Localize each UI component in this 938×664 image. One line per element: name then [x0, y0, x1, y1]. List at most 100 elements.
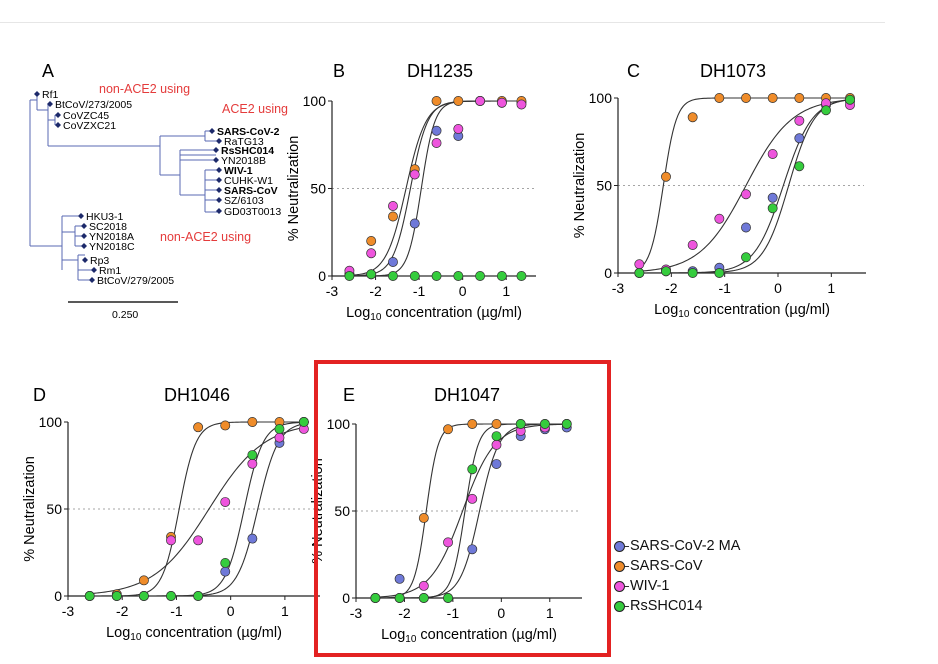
- data-point-sars-cov: [247, 417, 258, 427]
- x-axis-label-sub: 10: [678, 309, 690, 320]
- legend-label: WIV-1: [630, 578, 670, 594]
- fit-curve-sars-cov-2-ma: [639, 99, 851, 274]
- data-point-wiv-1: [687, 240, 698, 250]
- data-point-sars-cov: [220, 420, 231, 431]
- legend-item: WIV-1: [614, 576, 740, 596]
- panel-letter-d: D: [33, 385, 46, 405]
- label-non-ace2-top: non-ACE2 using: [99, 82, 190, 96]
- tree-tip-diamond: [47, 101, 53, 107]
- legend-marker: [614, 540, 625, 552]
- data-point-sars-cov: [491, 419, 502, 429]
- chart-panel-d: D DH1046 0 50 100 -3 -2 -1 0 1 % Neutralization Log…: [22, 385, 320, 643]
- data-point-rsshc014: [794, 161, 805, 172]
- data-point-wiv-1: [247, 458, 258, 469]
- tree-taxon-label: Rf1: [42, 89, 59, 101]
- y-tick-label: 100: [39, 414, 63, 430]
- data-point-sars-cov: [687, 112, 698, 123]
- tree-tip-diamond: [216, 167, 222, 173]
- y-tick-label: 100: [327, 416, 351, 432]
- panel-letter-b: B: [333, 61, 345, 81]
- data-point-rsshc014: [84, 591, 95, 601]
- data-point-rsshc014: [634, 268, 645, 278]
- x-axis-label: Log10 concentration (µg/ml): [381, 627, 557, 645]
- data-point-wiv-1: [467, 493, 478, 504]
- y-tick-label: 50: [596, 178, 612, 194]
- x-tick-label: 0: [459, 283, 467, 299]
- data-point-rsshc014: [515, 419, 526, 429]
- tree-tip-diamond: [89, 277, 95, 283]
- data-point-wiv-1: [491, 439, 502, 450]
- data-point-rsshc014: [767, 203, 778, 214]
- x-axis-label: Log10 concentration (µg/ml): [346, 305, 522, 323]
- data-point-rsshc014: [467, 464, 478, 475]
- data-point-rsshc014: [138, 591, 149, 601]
- x-axis-label-log: Log: [381, 627, 405, 643]
- data-point-wiv-1: [496, 97, 507, 108]
- panel-letter-e: E: [343, 385, 355, 405]
- data-point-sars-cov-2-ma: [491, 459, 502, 469]
- data-point-rsshc014: [821, 105, 831, 116]
- y-tick-label: 50: [334, 503, 350, 519]
- data-point-rsshc014: [394, 593, 405, 603]
- x-tick-label: -1: [718, 280, 731, 296]
- tree-tip-diamond: [55, 112, 61, 118]
- data-point-wiv-1: [220, 497, 231, 507]
- x-tick-label: 0: [497, 605, 505, 621]
- label-non-ace2-bottom: non-ACE2 using: [160, 230, 251, 244]
- data-point-wiv-1: [714, 213, 725, 224]
- x-tick-label: -1: [413, 283, 426, 299]
- fit-curve-wiv-1: [639, 99, 851, 272]
- data-point-sars-cov: [467, 419, 478, 429]
- fit-curve-sars-cov-2-ma: [89, 423, 304, 597]
- chart-title: DH1073: [700, 61, 766, 81]
- data-point-rsshc014: [166, 591, 176, 601]
- data-point-wiv-1: [767, 149, 778, 159]
- scale-bar-label: 0.250: [112, 309, 138, 321]
- x-tick-label: 1: [827, 280, 835, 296]
- data-point-rsshc014: [714, 268, 725, 278]
- tree-taxon-label: YN2018A: [89, 231, 134, 243]
- data-point-wiv-1: [431, 138, 442, 148]
- data-point-wiv-1: [516, 99, 527, 110]
- legend-marker: [614, 580, 625, 592]
- x-tick-label: 0: [774, 280, 782, 296]
- y-tick-label: 0: [54, 588, 62, 604]
- data-point-rsshc014: [193, 591, 204, 601]
- fit-curve-wiv-1: [349, 100, 522, 277]
- tree-tip-diamond: [81, 223, 87, 229]
- x-axis-label-sub: 10: [405, 634, 417, 645]
- data-point-wiv-1: [794, 115, 805, 126]
- data-point-sars-cov-2-ma: [394, 573, 405, 584]
- data-point-sars-cov-2-ma: [467, 544, 478, 555]
- x-axis-label-sub: 10: [370, 312, 382, 323]
- fit-curve-sars-cov: [638, 97, 850, 269]
- data-point-rsshc014: [370, 593, 381, 603]
- legend-label: RsSHC014: [630, 598, 703, 614]
- data-point-sars-cov-2-ma: [741, 222, 751, 233]
- y-axis-label: % Neutralization: [22, 456, 38, 562]
- x-tick-label: -1: [170, 603, 183, 619]
- tree-tip-diamond: [78, 213, 84, 219]
- data-point-rsshc014: [845, 94, 855, 105]
- data-point-sars-cov: [443, 424, 453, 435]
- tree-tip-diamond: [91, 267, 97, 273]
- panel-letter-a: A: [42, 61, 54, 81]
- fit-curve-sars-cov: [89, 421, 304, 597]
- tree-taxon-label: CoVZC45: [63, 110, 109, 122]
- y-axis-label: % Neutralization: [572, 133, 588, 239]
- data-point-rsshc014: [409, 271, 420, 281]
- legend-marker: [614, 560, 625, 572]
- panel-letter-c: C: [627, 61, 640, 81]
- data-point-wiv-1: [388, 201, 398, 211]
- tree-tip-diamond: [34, 91, 40, 97]
- chart-title: DH1046: [164, 385, 230, 405]
- y-tick-label: 50: [46, 501, 62, 517]
- data-point-sars-cov-2-ma: [794, 133, 805, 144]
- x-axis-label: Log10 concentration (µg/ml): [106, 625, 282, 643]
- data-point-sars-cov-2-ma: [388, 257, 398, 267]
- data-point-wiv-1: [453, 124, 464, 134]
- tree-taxon-label: GD03T0013: [224, 206, 281, 218]
- legend-item: SARS-CoV: [614, 556, 740, 576]
